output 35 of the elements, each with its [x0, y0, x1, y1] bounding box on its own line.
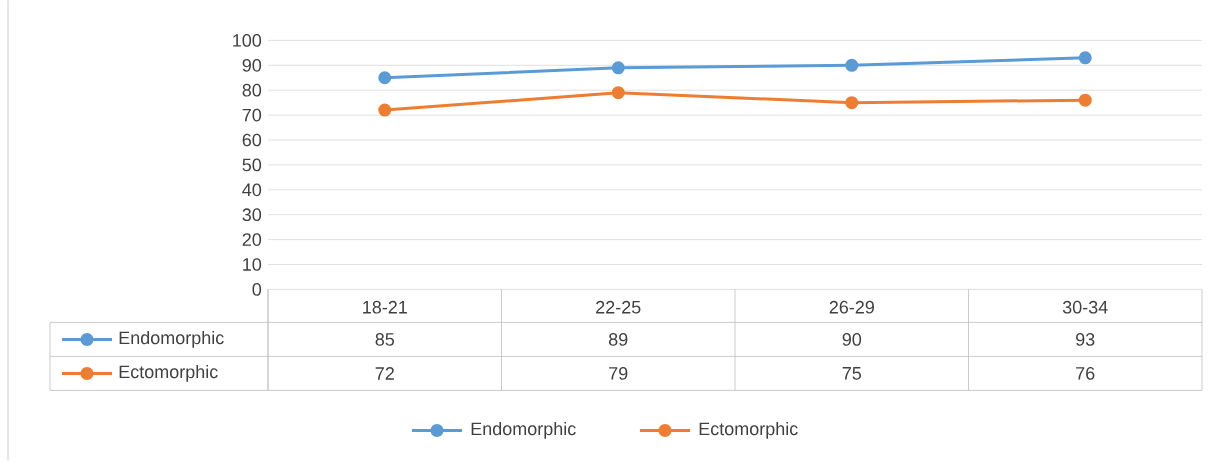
y-tick-label: 100 [233, 34, 262, 47]
data-label: 90 [842, 333, 862, 346]
data-label: 72 [375, 367, 394, 380]
point [611, 61, 625, 75]
point [1078, 51, 1092, 65]
y-tick-label: 30 [242, 208, 262, 222]
y-tick-label: 20 [242, 233, 262, 247]
point [1078, 93, 1092, 107]
legend-label: Endomorphic [119, 331, 224, 348]
y-tick-label: 60 [242, 133, 262, 147]
point [378, 71, 392, 85]
text: Endomorphic [471, 422, 576, 439]
y-tick-label: 40 [242, 183, 262, 197]
data-label: 76 [1076, 367, 1095, 380]
x-tick-label: 30-34 [1062, 300, 1108, 314]
data-label: 85 [375, 333, 395, 346]
text: Ectomorphic [699, 422, 798, 439]
x-tick-label: 22-25 [596, 300, 641, 314]
point [611, 86, 625, 100]
x-tick-label: 26-29 [829, 300, 874, 314]
legend-label: Ectomorphic [119, 365, 218, 382]
y-tick-label: 10 [243, 258, 262, 271]
point [845, 96, 859, 110]
point [378, 103, 392, 117]
data-label: 89 [608, 333, 628, 346]
point [845, 58, 859, 72]
x-tick-label: 18-21 [363, 300, 407, 314]
y-tick-label: 0 [252, 283, 262, 296]
y-tick-label: 70 [242, 108, 262, 122]
data-label: 93 [1076, 333, 1095, 346]
y-tick-label: 80 [242, 83, 262, 97]
y-tick-label: 90 [242, 59, 262, 72]
y-tick-label: 50 [242, 158, 262, 172]
data-label: 79 [609, 367, 628, 380]
data-label: 75 [842, 367, 862, 380]
